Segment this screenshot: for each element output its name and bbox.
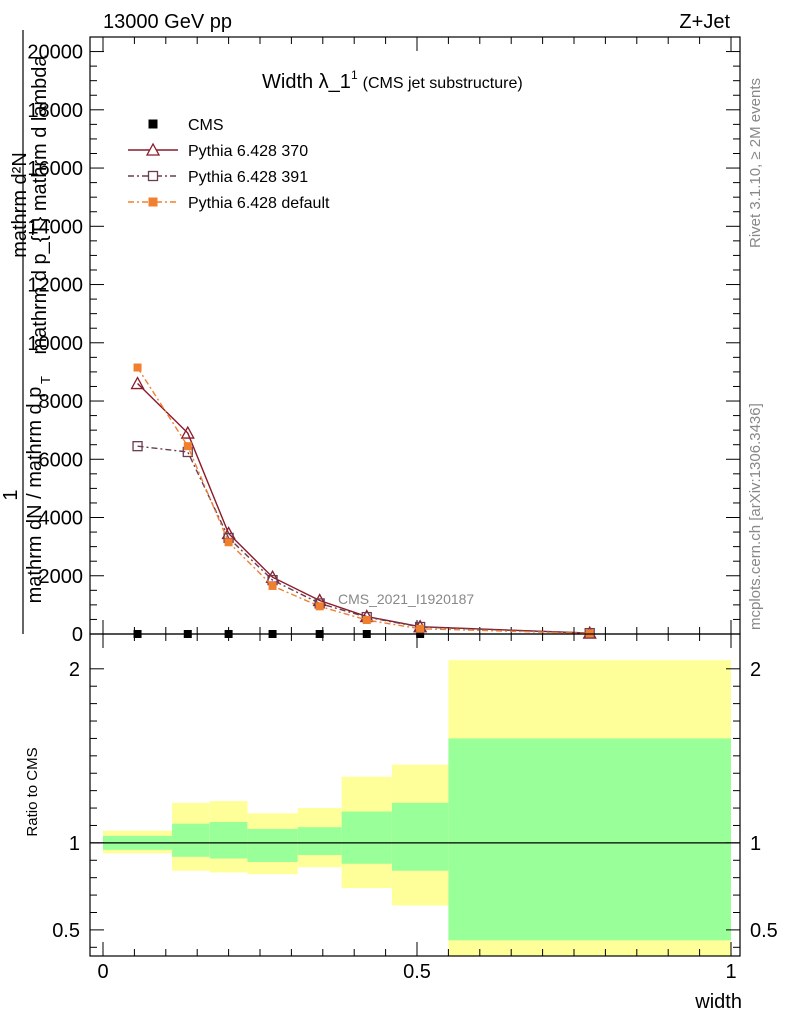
legend-label: CMS [188, 117, 224, 134]
ratio-x-axis: 0 0.5 1 [97, 634, 737, 983]
ylabel-top: mathrm d²N [9, 152, 31, 258]
ratio-inner-band [172, 823, 210, 857]
ratio-y-tick-label: 1 [69, 833, 80, 855]
ratio-y-tick-label: 0.5 [52, 920, 80, 942]
legend-item: CMS [148, 117, 224, 134]
main-y-tick-label: 6000 [39, 449, 84, 471]
data-point [268, 581, 277, 590]
main-y-tick-label: 0 [72, 624, 83, 646]
legend-marker [148, 119, 158, 129]
data-point [133, 363, 142, 372]
data-point [224, 538, 233, 547]
ratio-y-tick-label-right: 2 [750, 659, 761, 681]
ratio-inner-band [448, 738, 731, 941]
legend: CMS Pythia 6.428 370 Pythia 6.428 391 Pythi… [128, 117, 330, 212]
main-y-tick-label: 14000 [27, 216, 83, 238]
legend-label: Pythia 6.428 default [188, 195, 330, 212]
main-x-axis-ticks [102, 37, 732, 634]
main-y-tick-label: 10000 [27, 333, 83, 355]
main-y-tick-label: 12000 [27, 275, 83, 297]
legend-item: Pythia 6.428 391 [128, 169, 308, 186]
data-point [362, 616, 371, 625]
ratio-y-tick-label-right: 0.5 [750, 920, 778, 942]
x-tick-label: 1 [725, 961, 736, 983]
x-tick-label: 0.5 [403, 961, 431, 983]
main-y-axis: 0 2000 4000 6000 8000 10000 12000 14000 16000 180… [27, 36, 740, 646]
ylabel-ratio-num: 1 [0, 489, 22, 500]
data-point [416, 624, 425, 633]
legend-marker [147, 170, 159, 182]
main-y-tick-label: 18000 [27, 100, 83, 122]
legend-item: Pythia 6.428 370 [128, 142, 308, 160]
data-point [132, 441, 143, 452]
main-y-axis-label: mathrm d²N mathrm d p_{T} mathrm d lambd… [0, 30, 53, 634]
main-y-tick-label: 20000 [27, 42, 83, 64]
mcplots-note: mcplots.cern.ch [arXiv:1306.3436] [747, 403, 764, 630]
ylabel-ratio-den: mathrm dN / mathrm d p [24, 387, 46, 604]
legend-label: Pythia 6.428 370 [188, 143, 308, 160]
legend-label: Pythia 6.428 391 [188, 169, 308, 186]
ratio-inner-band [247, 828, 298, 863]
ratio-inner-band [209, 821, 248, 859]
x-tick-label: 0 [97, 961, 108, 983]
ratio-y-axis: 0.5 0.5 1 1 2 2 [52, 659, 778, 948]
data-point [315, 602, 324, 611]
ylabel-bottom: mathrm d p_{T} mathrm d lambda [29, 55, 51, 355]
chart-title-main: Width λ_1 [262, 71, 351, 93]
main-y-tick-label: 4000 [39, 508, 84, 530]
series-pythia-6-428-391 [132, 441, 595, 639]
ratio-inner-band [297, 827, 342, 856]
header-process: Z+Jet [679, 11, 730, 33]
analysis-watermark: CMS_2021_I1920187 [338, 591, 474, 607]
ratio-inner-band [341, 811, 392, 864]
data-point [183, 442, 192, 451]
series-line [136, 367, 590, 635]
ratio-bands [103, 660, 731, 956]
legend-marker [145, 142, 161, 156]
ratio-y-axis-label: Ratio to CMS [24, 747, 41, 836]
x-axis-label: width [694, 991, 742, 1013]
ratio-inner-band [391, 802, 449, 871]
header-energy: 13000 GeV pp [103, 11, 232, 33]
data-point [180, 425, 195, 439]
main-y-tick-label: 8000 [39, 391, 84, 413]
ratio-y-tick-label: 2 [69, 659, 80, 681]
legend-marker [148, 197, 158, 207]
legend-item: Pythia 6.428 default [128, 195, 330, 212]
main-y-tick-label: 2000 [39, 566, 84, 588]
chart-title: Width λ_11 (CMS jet substructure) [262, 68, 523, 93]
rivet-note: Rivet 3.1.10, ≥ 2M events [747, 78, 764, 248]
ratio-plot-frame [89, 633, 741, 957]
main-y-tick-label: 16000 [27, 158, 83, 180]
ylabel-ratio-sub: T [38, 376, 53, 384]
ratio-y-tick-label-right: 1 [750, 833, 761, 855]
series-line [137, 445, 590, 634]
data-point [130, 376, 145, 390]
chart-title-sub: (CMS jet substructure) [363, 75, 523, 92]
chart-title-sup: 1 [351, 68, 358, 82]
